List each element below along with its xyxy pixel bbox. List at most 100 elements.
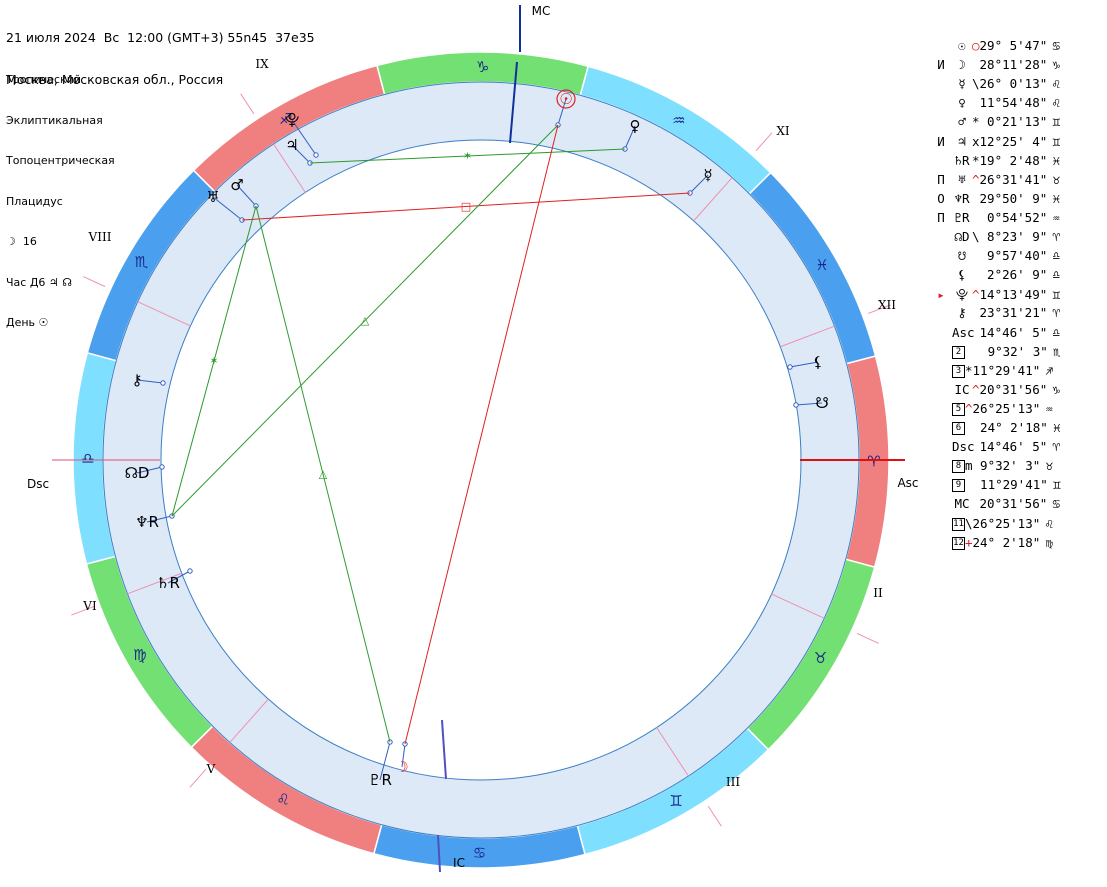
position-symbol: 6	[952, 422, 965, 435]
position-row: IC ^20°31'56" ♑	[930, 382, 1100, 401]
position-row: ☿ \26° 0'13" ♌	[930, 76, 1100, 95]
position-row: 3 *11°29'41" ♐	[930, 363, 1100, 382]
house-cusp-tick	[707, 805, 722, 827]
house-cusp-line	[127, 572, 182, 595]
position-symbol: 9	[952, 479, 965, 493]
position-symbol: ♃	[958, 133, 966, 149]
position-value: 24° 2'18"	[972, 420, 1048, 435]
position-sign-glyph: ♊	[1052, 114, 1061, 130]
planet-glyph-6: ⚷	[132, 371, 143, 389]
house-cusp-tick	[83, 276, 106, 288]
position-row: И ♃ x12°25' 4" ♊	[930, 134, 1100, 153]
zodiac-sign-glyph: ♎	[81, 449, 94, 467]
aspect-marker-sextile: ✶	[209, 355, 218, 368]
position-symbol: ⯓	[955, 287, 969, 303]
position-sign-glyph: ♊	[1052, 287, 1061, 303]
position-sign-glyph: ♑	[1052, 381, 1061, 397]
planet-leader-line	[146, 515, 173, 523]
position-value: 14°13'49"	[979, 287, 1048, 303]
planetary-day: День ☉	[6, 316, 49, 329]
position-value: 9°57'40"	[979, 248, 1048, 264]
position-symbol: ⚷	[957, 305, 967, 321]
zodiac-sign-glyph: ♈	[867, 453, 880, 471]
sun-highlight-ring	[556, 89, 576, 109]
house-cusp-tick	[856, 632, 879, 644]
position-sign-glyph: ♈	[1052, 229, 1061, 244]
planet-leader-line	[136, 379, 164, 384]
house-cusp-line	[656, 727, 689, 777]
zodiac-sign-glyph: ♌	[276, 791, 289, 809]
house-numeral-ix: IX	[255, 57, 269, 71]
aspect-line	[241, 192, 691, 221]
position-row: И ☽ 28°11'28" ♑	[930, 57, 1100, 76]
position-value: 20°31'56"	[979, 381, 1048, 397]
position-row: ♀ 11°54'48" ♌	[930, 95, 1100, 114]
house-cusp-line	[693, 177, 733, 222]
position-mark: x	[972, 133, 980, 149]
position-row: ♄R *19° 2'48" ♓	[930, 153, 1100, 172]
position-symbol: Dsc	[952, 439, 975, 455]
position-value: 0°21'13"	[979, 114, 1048, 130]
position-mark	[972, 305, 980, 320]
zodiac-sign-glyph: ♋	[473, 844, 486, 862]
position-symbol: ☊D	[954, 229, 970, 244]
house-numeral-xii: XII	[878, 298, 896, 312]
planet-leader-line	[291, 144, 311, 164]
position-symbol: 3	[952, 364, 965, 378]
position-sign-glyph: ♑	[1052, 57, 1061, 73]
zodiac-sign-glyph: ♒	[672, 111, 685, 129]
position-mark	[972, 57, 980, 72]
planetary-hour: Час Д6 ♃ ☊	[6, 275, 73, 289]
planet-glyph-0: ☉	[559, 90, 572, 108]
aspect-line	[404, 124, 559, 745]
position-sign-glyph: ♎	[1052, 324, 1061, 340]
position-symbol: 5	[952, 402, 965, 416]
inner-circle	[160, 139, 802, 781]
position-sign-glyph: ♊	[1052, 133, 1061, 149]
position-value: 29° 5'47"	[979, 38, 1048, 53]
position-symbol: 8	[952, 460, 965, 474]
position-symbol: ♀	[958, 95, 966, 111]
planet-leader-line	[136, 466, 163, 474]
position-value: 14°46' 5"	[979, 439, 1048, 455]
position-mark	[972, 267, 980, 282]
position-sign-glyph: ♍	[1045, 534, 1054, 550]
position-value: 24° 2'18"	[972, 534, 1041, 550]
house-cusp-line	[137, 301, 191, 327]
planet-glyph-1: ♀	[630, 117, 641, 135]
position-prefix: П	[937, 171, 945, 187]
position-row: П ♇R 0°54'52" ♒	[930, 210, 1100, 229]
position-symbol: MC	[954, 496, 970, 512]
position-sign-glyph: ♏	[1053, 343, 1061, 359]
house-numeral-vi: VI	[82, 599, 97, 613]
position-symbol: ☋	[958, 248, 966, 264]
position-mark	[972, 439, 980, 454]
house-cusp-line	[229, 698, 269, 743]
position-prefix: И	[937, 57, 945, 73]
position-value: 11°29'41"	[972, 362, 1041, 378]
position-sign-glyph: ♓	[1053, 420, 1061, 435]
planet-leader-line	[401, 743, 406, 768]
position-sign-glyph: ♎	[1052, 267, 1061, 283]
planet-position-dot	[187, 568, 193, 574]
planet-position-dot	[159, 464, 165, 470]
position-row: ☊D \ 8°23' 9" ♈	[930, 229, 1100, 248]
position-sign-glyph: ♌	[1052, 76, 1061, 92]
house-cusp-tick	[868, 304, 891, 314]
position-value: 8°23' 9"	[979, 229, 1048, 244]
position-mark	[972, 210, 980, 225]
position-mark	[972, 496, 980, 511]
place-line: Москва, Московская обл., Россия	[6, 72, 224, 87]
position-value: 28°11'28"	[979, 57, 1048, 73]
planet-leader-line	[624, 125, 636, 150]
position-value: 20°31'56"	[979, 496, 1048, 512]
coord-system: Эклиптикальная	[6, 113, 103, 127]
position-value: 23°31'21"	[979, 305, 1048, 321]
mc-axis-inner	[509, 61, 518, 144]
planet-glyph-4: ♅	[206, 188, 219, 206]
position-mark: ^	[972, 381, 980, 397]
position-mark	[965, 420, 973, 435]
position-value: 14°46' 5"	[979, 324, 1048, 340]
aspect-line	[171, 205, 257, 517]
